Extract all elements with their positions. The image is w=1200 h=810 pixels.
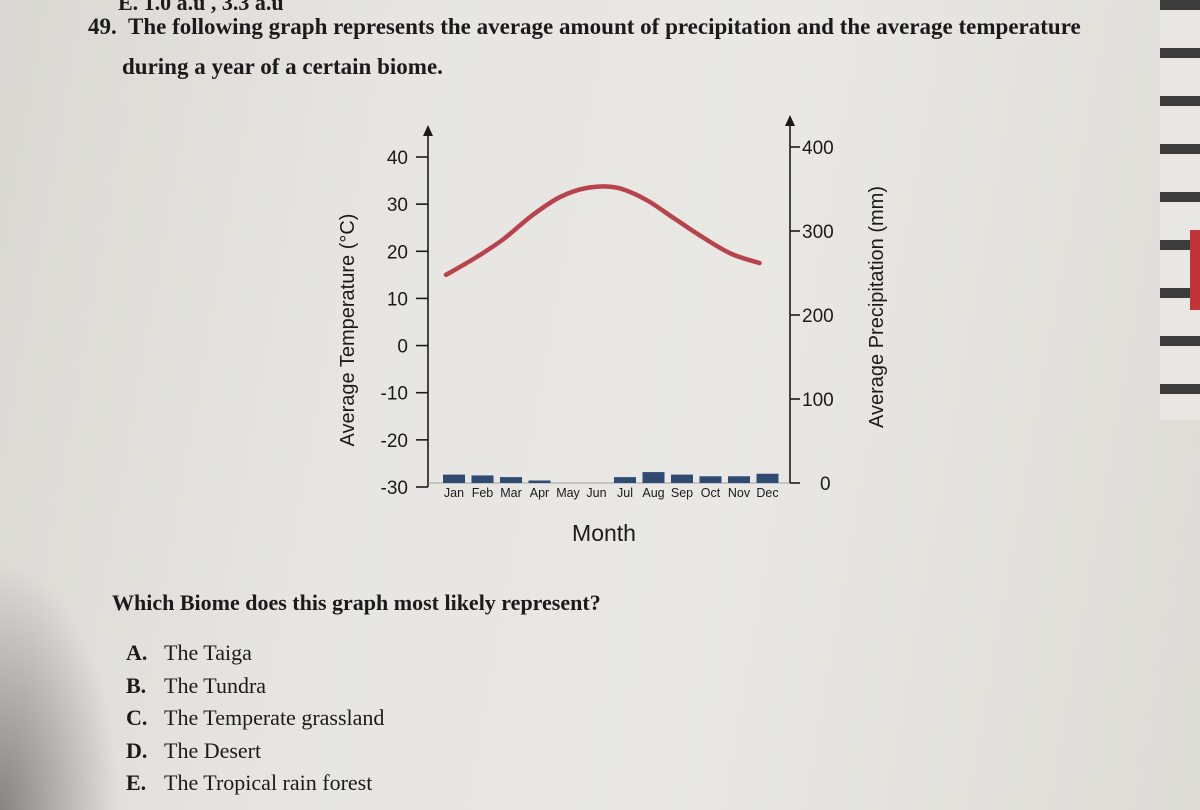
answer-choices: A. The Taiga B. The Tundra C. The Temperate…: [126, 638, 384, 801]
temperature-tick-label: 10: [387, 289, 408, 310]
precipitation-tick-label: 100: [802, 390, 834, 411]
choice-text: The Taiga: [164, 640, 252, 665]
temperature-tick-label: -30: [381, 478, 408, 499]
page-shadow: [0, 560, 120, 810]
precipitation-tick-label: 0: [820, 474, 831, 495]
precipitation-bar: [756, 473, 779, 483]
month-tick-label: Apr: [530, 486, 549, 500]
month-tick-label: Mar: [500, 486, 522, 500]
precipitation-bar: [671, 474, 693, 483]
temperature-tick-label: -10: [381, 384, 408, 405]
temperature-axis-title: Average Temperature (°C): [337, 214, 359, 447]
precipitation-tick-label: 400: [802, 138, 834, 159]
precipitation-axis-arrow: [785, 115, 795, 126]
precipitation-bar: [500, 477, 522, 483]
month-tick-label: Jul: [617, 486, 633, 500]
choice-d[interactable]: D. The Desert: [126, 736, 384, 769]
choice-letter: A.: [126, 640, 148, 665]
precipitation-bar: [728, 476, 750, 483]
question-number: 49.: [88, 14, 117, 39]
month-tick-label: Nov: [728, 486, 751, 500]
choice-text: The Temperate grassland: [164, 705, 385, 730]
precipitation-bar: [642, 472, 665, 483]
precipitation-bar: [443, 474, 465, 483]
choice-letter: B.: [126, 672, 147, 698]
sub-question: Which Biome does this graph most likely …: [112, 590, 601, 615]
temperature-tick-label: 40: [387, 148, 408, 169]
choice-letter: E.: [126, 770, 147, 795]
choice-b[interactable]: B. The Tundra: [126, 671, 384, 704]
precipitation-tick-label: 200: [802, 306, 834, 327]
precipitation-bar: [471, 475, 494, 483]
precipitation-bar: [699, 476, 722, 483]
temperature-line: [443, 184, 762, 278]
choice-letter: D.: [126, 737, 148, 763]
temperature-axis-arrow: [423, 125, 433, 136]
temperature-tick-label: 0: [397, 337, 408, 358]
previous-question-fragment: E. 1.0 a.u , 3.3 a.u: [118, 0, 284, 15]
month-tick-label: Dec: [756, 486, 778, 500]
month-tick-label: Oct: [701, 486, 721, 500]
precipitation-bar: [614, 477, 636, 483]
choice-text: The Tropical rain forest: [164, 770, 373, 795]
choice-text: The Desert: [164, 737, 262, 763]
choice-text: The Tundra: [164, 672, 267, 698]
choice-letter: C.: [126, 705, 148, 730]
choice-e[interactable]: E. The Tropical rain forest: [126, 768, 384, 801]
precipitation-tick-label: 300: [802, 222, 834, 243]
month-tick-label: Feb: [472, 486, 494, 500]
month-tick-label: May: [556, 486, 580, 500]
question-text-line-1: The following graph represents the avera…: [128, 14, 1081, 39]
precipitation-axis-title: Average Precipitation (mm): [866, 186, 888, 428]
choice-c[interactable]: C. The Temperate grassland: [126, 703, 384, 736]
temperature-tick-label: 30: [387, 195, 408, 216]
page-edge-stripes: [1160, 0, 1200, 420]
month-tick-label: Jan: [444, 486, 464, 500]
temperature-tick-label: 20: [387, 242, 408, 263]
month-tick-label: Aug: [642, 486, 664, 500]
month-tick-label: Sep: [671, 486, 693, 500]
temperature-tick-label: -20: [381, 431, 408, 452]
question-text-line-2: during a year of a certain biome.: [122, 54, 443, 79]
month-tick-label: Jun: [586, 486, 606, 500]
precipitation-bar: [528, 480, 551, 483]
choice-a[interactable]: A. The Taiga: [126, 638, 384, 671]
month-axis-title: Month: [572, 520, 636, 546]
page-edge-red-mark: [1190, 230, 1200, 310]
